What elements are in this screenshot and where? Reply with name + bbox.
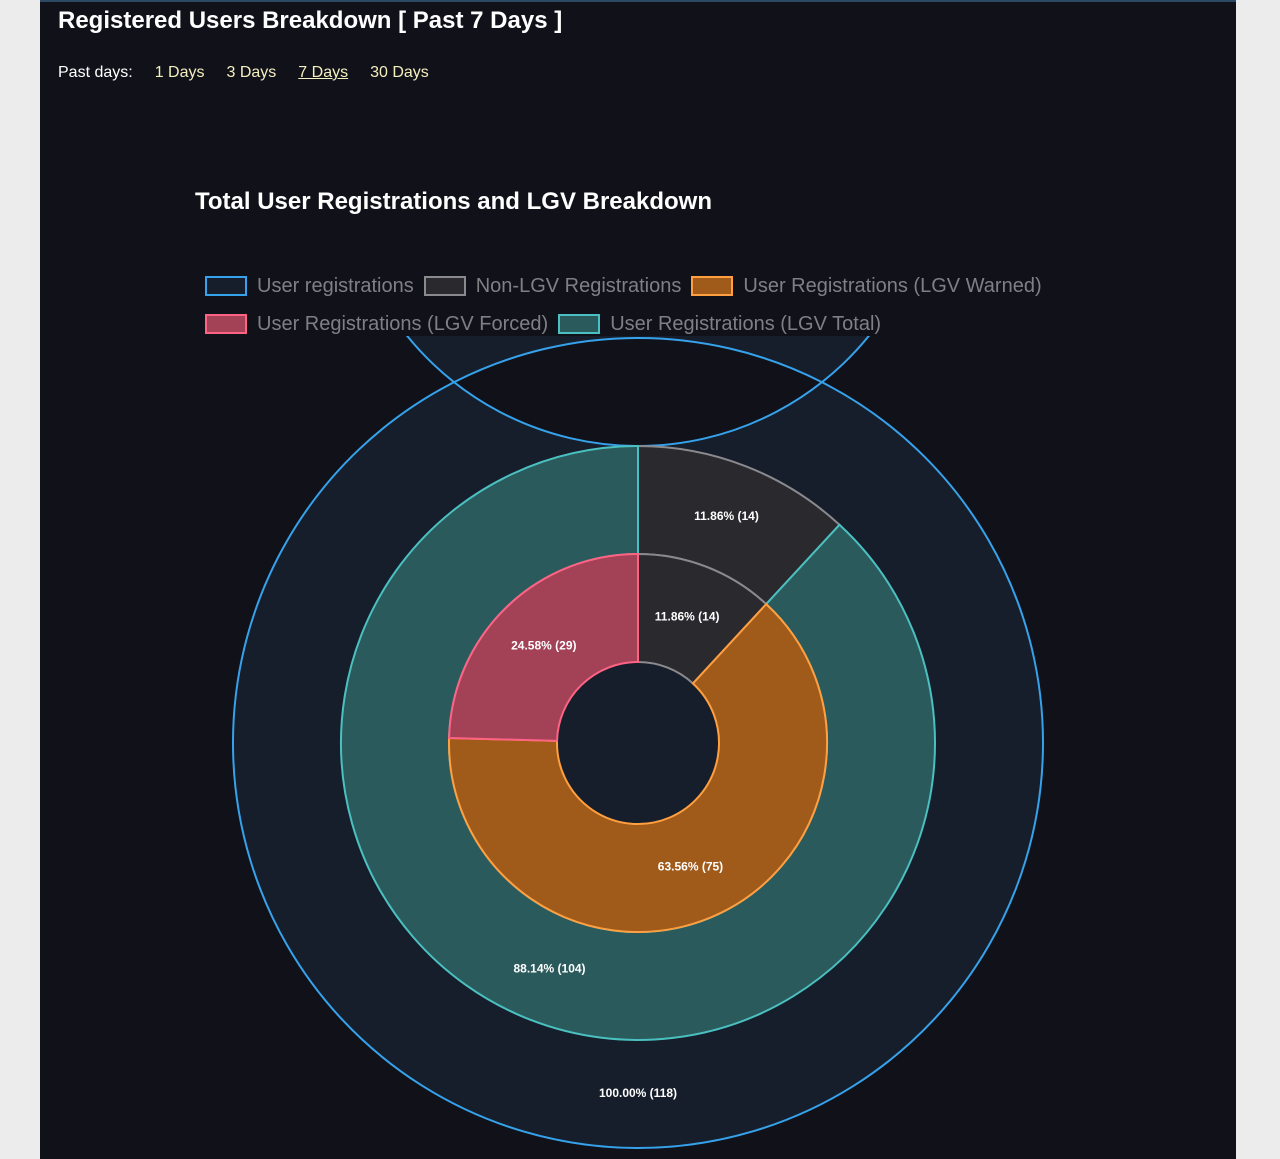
- legend-item[interactable]: User Registrations (LGV Warned): [691, 274, 1042, 298]
- legend-item[interactable]: Non-LGV Registrations: [423, 274, 682, 298]
- filter-1-days[interactable]: 1 Days: [154, 64, 205, 81]
- data-label: 11.86% (14): [655, 609, 720, 623]
- legend-swatch: [558, 314, 601, 334]
- legend-swatch: [423, 276, 466, 296]
- legend-swatch: [691, 276, 734, 296]
- legend-item[interactable]: User Registrations (LGV Forced): [205, 312, 548, 336]
- filter-30-days[interactable]: 30 Days: [370, 64, 429, 81]
- legend-label: Non-LGV Registrations: [475, 274, 682, 297]
- legend-swatch: [205, 276, 247, 296]
- legend-label: User Registrations (LGV Total): [610, 312, 882, 335]
- data-label: 11.86% (14): [694, 509, 759, 523]
- legend-label: User Registrations (LGV Warned): [743, 274, 1042, 297]
- past-days-filter: Past days: 1 Days 3 Days 7 Days 30 Days: [58, 64, 429, 82]
- page-title: Registered Users Breakdown [ Past 7 Days…: [58, 7, 563, 34]
- doughnut-chart: 100.00% (118) 11.86% (14) 88.14% (104) 11.8…: [231, 336, 1044, 1149]
- filter-label: Past days:: [58, 64, 133, 81]
- filter-3-days[interactable]: 3 Days: [226, 64, 277, 81]
- chart-legend: User registrations Non-LGV Registrations U…: [205, 274, 1085, 336]
- slice-inner[interactable]: [448, 602, 828, 933]
- legend-label: User registrations: [257, 274, 414, 297]
- data-label: 88.14% (104): [513, 961, 585, 975]
- data-label: 24.58% (29): [511, 638, 576, 652]
- legend-label: User Registrations (LGV Forced): [257, 312, 549, 335]
- chart-title: Total User Registrations and LGV Breakdo…: [195, 188, 712, 215]
- slice-inner[interactable]: [448, 552, 639, 742]
- data-label: 100.00% (118): [599, 1086, 677, 1100]
- legend-swatch: [205, 314, 247, 334]
- legend-item[interactable]: User Registrations (LGV Total): [558, 312, 881, 336]
- data-label: 63.56% (75): [658, 860, 723, 874]
- filter-7-days[interactable]: 7 Days: [298, 64, 349, 81]
- legend-item[interactable]: User registrations: [205, 274, 414, 298]
